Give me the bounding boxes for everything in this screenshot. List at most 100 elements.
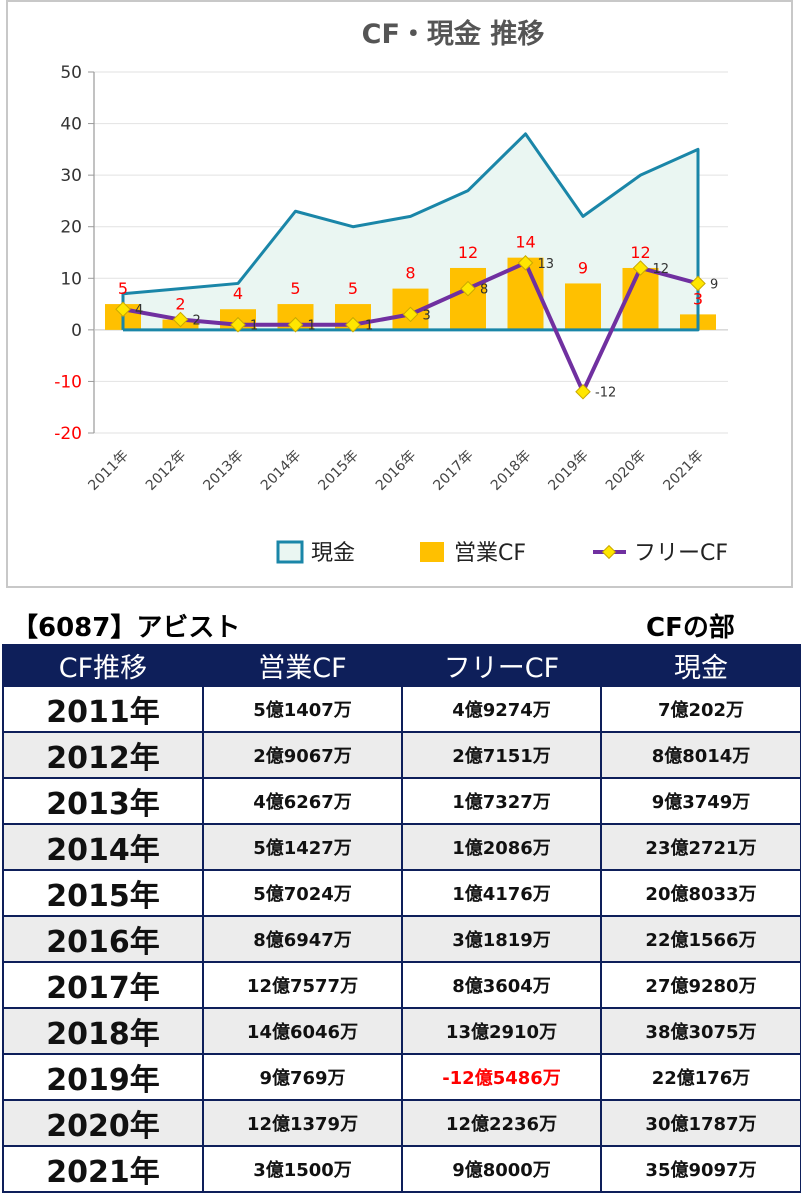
free-cf-cell: 9億8000万 [401,1145,602,1193]
operating-cf-cell: 2億9067万 [202,731,403,779]
year-cell: 2017年 [2,961,204,1009]
x-tick-label: 2018年 [488,448,534,494]
year-cell: 2013年 [2,777,204,825]
operating-cf-value-label: 9 [578,258,588,277]
cash-legend-swatch [276,540,304,564]
y-tick-label: 40 [60,115,82,135]
operating-cf-value-label: 5 [290,279,300,298]
legend-label-operating-cf: 営業CF [454,541,526,566]
table-row: 2021年 3億1500万 9億8000万 35億9097万 [2,1145,801,1193]
cash-cell: 8億8014万 [600,731,801,779]
operating-cf-value-label: 12 [630,243,650,262]
free-cf-cell: 1億2086万 [401,823,602,871]
free-cf-value-label: 4 [135,303,143,318]
x-tick-label: 2011年 [85,448,131,494]
operating-cf-cell: 8億6947万 [202,915,403,963]
table-row: 2019年 9億769万 -12億5486万 22億176万 [2,1053,801,1101]
table-row: 2015年 5億7024万 1億4176万 20億8033万 [2,869,801,917]
operating-cf-value-label: 4 [233,284,243,303]
free-cf-cell: 8億3604万 [401,961,602,1009]
free-cf-cell: 4億9274万 [401,685,602,733]
free-cf-cell: -12億5486万 [401,1053,602,1101]
operating-cf-value-label: 2 [175,295,185,314]
x-tick-label: 2016年 [373,448,419,494]
operating-cf-bar [565,283,601,330]
free-cf-marker [172,311,189,328]
section-title: CFの部 [646,613,735,643]
free-cf-marker [402,306,419,323]
operating-cf-bar [450,267,486,330]
free-cf-value-label: 12 [653,262,670,277]
free-cf-cell: 1億4176万 [401,869,602,917]
operating-cf-value-label: 12 [458,243,478,262]
free-cf-cell: 2億7151万 [401,731,602,779]
cf-table: CF推移 営業CF フリーCF 現金 2011年 5億1407万 4億9274万 7億… [2,644,801,1193]
free-cf-marker [690,275,706,292]
legend-label-free-cf: フリーCF [634,541,728,566]
cash-cell: 27億9280万 [600,961,801,1009]
header-cf-trend: CF推移 [2,644,204,687]
year-cell: 2014年 [2,823,204,871]
operating-cf-value-label: 5 [348,279,358,298]
cash-cell: 20億8033万 [600,869,801,917]
chart-frame: CF・現金 推移 50 40 30 20 10 0 -10 -20 4 2 1 1 1 3 8 13 -12 12 9… [6,0,793,588]
cash-cell: 38億3075万 [600,1007,801,1055]
operating-cf-bar [622,267,659,330]
table-row: 2018年 14億6046万 13億2910万 38億3075万 [2,1007,801,1055]
free-cf-value-label: 9 [710,277,718,292]
operating-cf-cell: 14億6046万 [202,1007,403,1055]
operating-cf-value-label: 14 [515,233,535,252]
free-cf-value-label: 1 [308,319,316,334]
free-cf-legend-marker [601,544,617,560]
year-cell: 2021年 [2,1145,204,1193]
x-tick-label: 2013年 [200,448,246,494]
y-tick-label: -10 [54,372,82,392]
operating-cf-value-label: 8 [405,264,415,283]
free-cf-value-label: 1 [365,319,373,334]
operating-cf-cell: 5億7024万 [202,869,403,917]
cash-cell: 22億176万 [600,1053,801,1101]
cash-cell: 23億2721万 [600,823,801,871]
legend-label-cash: 現金 [311,541,355,566]
chart-title: CF・現金 推移 [362,18,545,50]
cash-cell: 9億3749万 [600,777,801,825]
operating-cf-cell: 3億1500万 [202,1145,403,1193]
y-tick-label: 0 [71,321,82,341]
cash-cell: 7億202万 [600,685,801,733]
operating-cf-cell: 12億7577万 [202,961,403,1009]
table-header-row: CF推移 営業CF フリーCF 現金 [2,644,801,687]
operating-cf-value-label: 5 [118,279,128,298]
table-row: 2014年 5億1427万 1億2086万 23億2721万 [2,823,801,871]
free-cf-marker [287,316,304,333]
free-cf-marker [517,255,534,271]
y-tick-label: 10 [60,269,82,289]
year-cell: 2011年 [2,685,204,733]
table-row: 2013年 4億6267万 1億7327万 9億3749万 [2,777,801,825]
operating-cf-cell: 4億6267万 [202,777,403,825]
free-cf-value-label: 2 [193,314,201,329]
x-tick-label: 2021年 [660,448,706,494]
operating-cf-value-label: 3 [693,289,703,308]
year-cell: 2015年 [2,869,204,917]
x-tick-label: 2017年 [430,448,476,494]
free-cf-value-label: 8 [480,283,488,298]
year-cell: 2018年 [2,1007,204,1055]
table-row: 2012年 2億9067万 2億7151万 8億8014万 [2,731,801,779]
free-cf-marker [632,260,649,276]
x-tick-label: 2012年 [143,448,189,494]
x-tick-label: 2020年 [603,448,649,494]
free-cf-marker [460,280,476,297]
cash-line [121,132,700,332]
free-cf-value-label: 3 [423,308,431,323]
operating-cf-cell: 9億769万 [202,1053,403,1101]
year-cell: 2012年 [2,731,204,779]
year-cell: 2019年 [2,1053,204,1101]
free-cf-marker [115,301,131,318]
y-tick-label: 20 [60,218,82,238]
free-cf-value-label: 13 [538,257,555,272]
y-tick-label: -20 [54,424,82,444]
free-cf-marker [230,316,246,333]
header-cash: 現金 [600,644,801,687]
x-tick-label: 2019年 [545,448,591,494]
